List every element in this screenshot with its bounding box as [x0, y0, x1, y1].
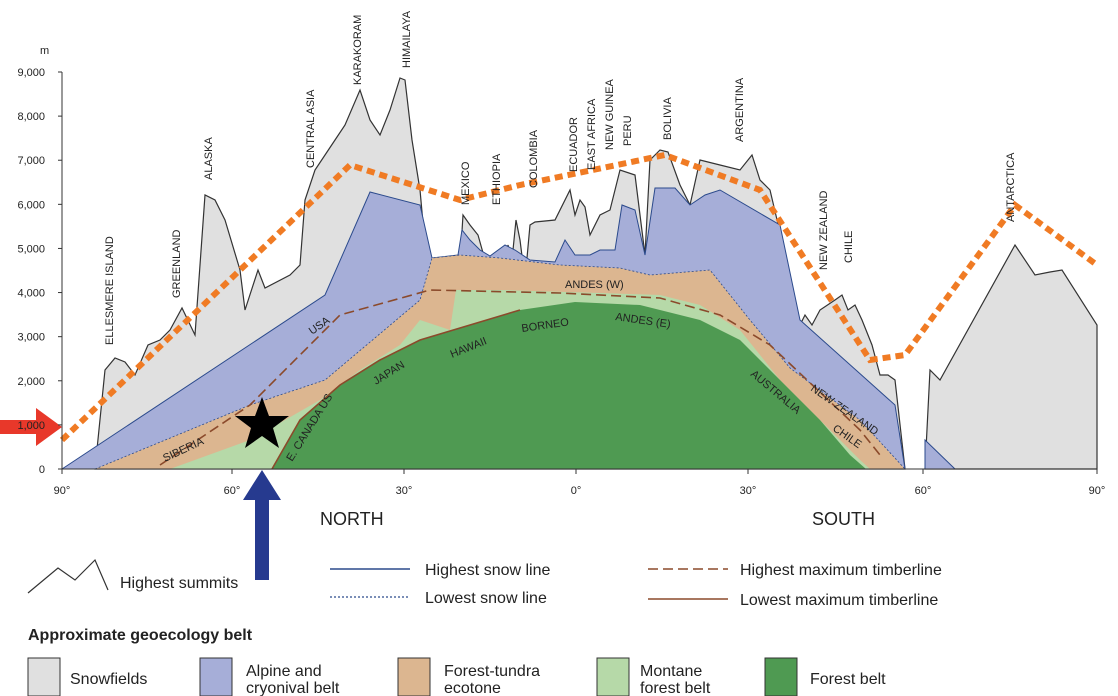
y-tick-label: 8,000 [17, 111, 45, 123]
y-tick-label: 5,000 [17, 243, 45, 255]
south-label: SOUTH [812, 509, 875, 529]
x-tick-label: 60° [915, 485, 932, 497]
x-tick-label: 90° [1089, 485, 1106, 497]
snowfields-antarctica [924, 243, 1098, 470]
red-arrow [0, 408, 62, 446]
swatch-montane [596, 657, 630, 696]
y-unit: m [40, 45, 49, 57]
region-label: ALASKA [203, 137, 215, 180]
lowest-timberline [271, 309, 521, 470]
legend-belt-text: Montane [640, 663, 702, 680]
y-tick-label: 1,000 [17, 420, 45, 432]
annotations [0, 397, 798, 696]
legend-summits: Highest summits [120, 575, 238, 592]
region-label: ECUADOR [568, 117, 580, 172]
region-label: GREENLAND [171, 229, 183, 298]
profile [59, 72, 1099, 470]
legend-lowest-timber-text: Lowest maximum timberline [740, 592, 938, 609]
summit-icon [27, 558, 109, 594]
legend-belt-text: forest belt [640, 680, 711, 696]
region-label: EAST AFRICA [586, 98, 598, 170]
legend-belt-text: cryonival belt [246, 680, 340, 696]
north-label: NORTH [320, 509, 384, 529]
y-tick-label: 9,000 [17, 67, 45, 79]
y-tick-label: 0 [39, 464, 45, 476]
x-tick-label: 30° [740, 485, 757, 497]
swatch-snowfields [27, 657, 61, 696]
orange-dotted-line [59, 151, 1099, 443]
legend-belt-text: Snowfields [70, 671, 147, 688]
legend-highest-snow-text: Highest snow line [425, 562, 551, 579]
region-label: MEXICO [460, 161, 472, 205]
y-tick-label: 3,000 [17, 332, 45, 344]
x-tick-label: 0° [571, 485, 582, 497]
legend-belt-text: Forest-tundra [444, 663, 540, 680]
y-tick-label: 6,000 [17, 199, 45, 211]
highest-timberline [159, 289, 881, 466]
region-label: BOLIVIA [662, 97, 674, 140]
region-label: ETHIOPIA [491, 153, 503, 205]
x-tick-label: 90° [54, 485, 71, 497]
swatch-forest-tundra [397, 657, 431, 696]
legend-highest-timber-text: Highest maximum timberline [740, 562, 942, 579]
legend-belt-title: Approximate geoecology belt [28, 627, 253, 644]
star [235, 397, 289, 448]
blue-arrow [243, 470, 281, 580]
region-label: KARAKORAM [352, 15, 364, 85]
legend-belt-text: Alpine and [246, 663, 322, 680]
region-label: COLOMBIA [528, 129, 540, 188]
region-label: ANTARCTICA [1005, 152, 1017, 222]
legend-lowest-snow-text: Lowest snow line [425, 590, 547, 607]
region-label: PERU [622, 115, 634, 146]
legend-belt-text: Forest belt [810, 671, 886, 688]
x-tick-label: 60° [224, 485, 241, 497]
region-label: CHILE [843, 231, 855, 263]
x-tick-label: 30° [396, 485, 413, 497]
region-label: NEW GUINEA [604, 78, 616, 150]
swatch-forest [764, 657, 798, 696]
region-label: ARGENTINA [734, 77, 746, 142]
belt-label: ANDES (W) [565, 279, 624, 291]
swatch-alpine [199, 657, 233, 696]
region-label: ELLESMERE ISLAND [104, 236, 116, 345]
y-tick-label: 7,000 [17, 155, 45, 167]
legend-belt-text: ecotone [444, 680, 501, 696]
y-tick-label: 2,000 [17, 376, 45, 388]
region-label: HIMAILAYA [401, 10, 413, 68]
region-label: CENTRAL ASIA [305, 89, 317, 168]
y-tick-label: 4,000 [17, 288, 45, 300]
forest-belt [272, 302, 866, 469]
region-label: NEW ZEALAND [818, 190, 830, 270]
